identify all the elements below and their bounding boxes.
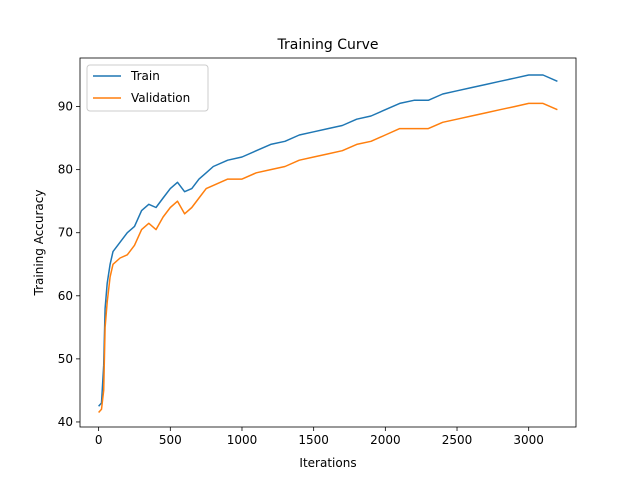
- series-line-validation: [98, 102, 558, 414]
- chart-title: Training Curve: [277, 37, 379, 53]
- legend-label-train: Train: [130, 69, 160, 83]
- y-tick-label: 50: [58, 352, 73, 366]
- x-tick-label: 2500: [442, 433, 473, 447]
- tick-layer: 0 500 1000 1500 2000 2500 3000 40 50 60 70 80 90: [58, 100, 544, 447]
- line-layer: [98, 74, 558, 414]
- y-tick-label: 90: [58, 100, 73, 114]
- plot-frame: [79, 57, 577, 428]
- x-tick-label: 1000: [227, 433, 258, 447]
- y-axis-title: Training Accuracy: [32, 190, 46, 297]
- legend: Train Validation: [86, 64, 209, 112]
- x-tick-label: 500: [159, 433, 182, 447]
- y-tick-label: 80: [58, 163, 73, 177]
- y-tick-label: 40: [58, 415, 73, 429]
- x-tick-label: 2000: [370, 433, 401, 447]
- x-tick-label: 1500: [298, 433, 329, 447]
- y-tick-label: 70: [58, 226, 73, 240]
- x-tick-label: 3000: [513, 433, 544, 447]
- series-line-train: [98, 74, 558, 407]
- y-tick-label: 60: [58, 289, 73, 303]
- x-axis-title: Iterations: [299, 456, 356, 470]
- legend-label-validation: Validation: [131, 91, 190, 105]
- x-tick-label: 0: [95, 433, 103, 447]
